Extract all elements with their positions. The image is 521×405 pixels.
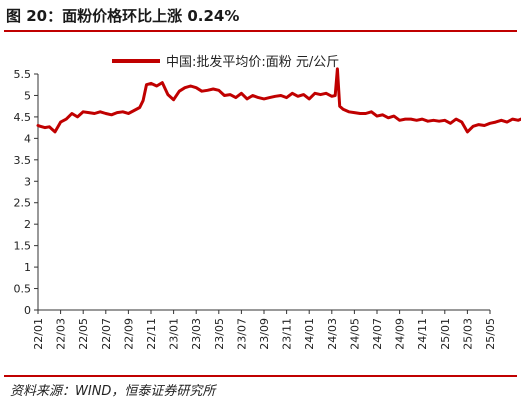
y-tick-label: 0.5 [14,283,32,296]
x-tick-label: 22/05 [77,318,90,350]
x-tick-label: 23/01 [168,318,181,350]
y-tick-label: 5 [24,89,31,102]
x-axis-ticks: 22/01 22/03 22/05 22/07 22/09 22/11 23/01 23/03… [32,310,497,350]
x-tick-label: 22/01 [32,318,45,350]
x-tick-label: 24/01 [303,318,316,350]
y-tick-label: 2 [24,218,31,231]
x-tick-label: 23/03 [190,318,203,350]
x-tick-label: 25/03 [461,318,474,350]
y-tick-label: 0 [24,304,31,317]
y-tick-label: 1 [24,261,31,274]
y-axis-ticks: 0 0.5 1 1.5 2 2.5 3 3.5 4 4.5 5 5.5 [14,68,38,317]
chart-legend: 中国:批发平均价:面粉 元/公斤 [112,54,339,70]
price-line-chart: 中国:批发平均价:面粉 元/公斤 0 0.5 1 1.5 2 2.5 3 3.5 4 4.5 5 5.… [14,54,521,350]
x-tick-label: 25/01 [439,318,452,350]
y-tick-label: 5.5 [14,68,32,81]
x-tick-label: 24/03 [326,318,339,350]
x-tick-label: 24/05 [348,318,361,350]
figure-title: 图 20：面粉价格环比上涨 0.24% [6,7,240,25]
y-tick-label: 2.5 [14,197,32,210]
source-note: 资料来源：WIND，恒泰证券研究所 [10,384,216,399]
x-tick-label: 23/05 [213,318,226,350]
series-line [36,67,521,134]
x-tick-label: 24/09 [394,318,407,350]
legend-label: 中国:批发平均价:面粉 元/公斤 [166,54,339,70]
x-tick-label: 23/11 [281,318,294,350]
x-tick-label: 23/07 [235,318,248,350]
x-tick-label: 24/07 [371,318,384,350]
y-tick-label: 4 [24,132,31,145]
x-tick-label: 22/03 [55,318,68,350]
x-tick-label: 22/07 [100,318,113,350]
y-tick-label: 4.5 [14,111,32,124]
y-tick-label: 3.5 [14,154,32,167]
source-divider [4,375,517,377]
title-underline [4,30,517,32]
x-tick-label: 22/09 [122,318,135,350]
x-tick-label: 25/05 [484,318,497,350]
x-tick-label: 23/09 [258,318,271,350]
y-tick-label: 1.5 [14,240,32,253]
x-tick-label: 24/11 [416,318,429,350]
chart-series [36,67,521,134]
y-tick-label: 3 [24,175,31,188]
x-tick-label: 22/11 [145,318,158,350]
chart-axes [37,74,490,311]
